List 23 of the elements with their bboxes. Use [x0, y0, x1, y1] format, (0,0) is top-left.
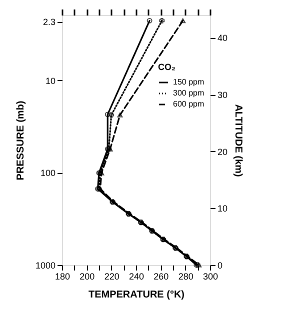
y-tick-label: 100: [40, 168, 56, 178]
x-tick-label: 260: [154, 272, 169, 282]
x-tick-label: 220: [104, 272, 120, 282]
x-tick-label: 280: [178, 272, 194, 282]
x-tick-label: 200: [80, 272, 95, 282]
y2-tick-label: 20: [218, 146, 228, 157]
x-tick-label: 300: [202, 272, 218, 282]
y-tick-label: 10: [45, 76, 56, 86]
x-tick-label: 180: [54, 272, 70, 282]
y2-tick-label: 30: [218, 90, 228, 100]
legend-label: 600 ppm: [173, 100, 204, 108]
x-tick-label: 240: [128, 272, 144, 282]
y-tick-label: 2.3: [42, 17, 56, 28]
y2-tick-label: 40: [218, 33, 228, 44]
legend-label: 300 ppm: [173, 88, 204, 98]
y2-tick-label: 0: [218, 260, 223, 270]
y-axis-title: PRESSURE (mb): [15, 100, 26, 180]
legend-label: 150 ppm: [173, 78, 204, 86]
y2-axis-title: ALTITUDE (km): [232, 104, 244, 177]
x-axis-title: TEMPERATURE (°K): [88, 290, 185, 300]
y2-tick-label: 10: [218, 204, 228, 214]
y-tick-label: 1000: [35, 260, 56, 270]
legend-title: CO₂: [158, 62, 176, 72]
